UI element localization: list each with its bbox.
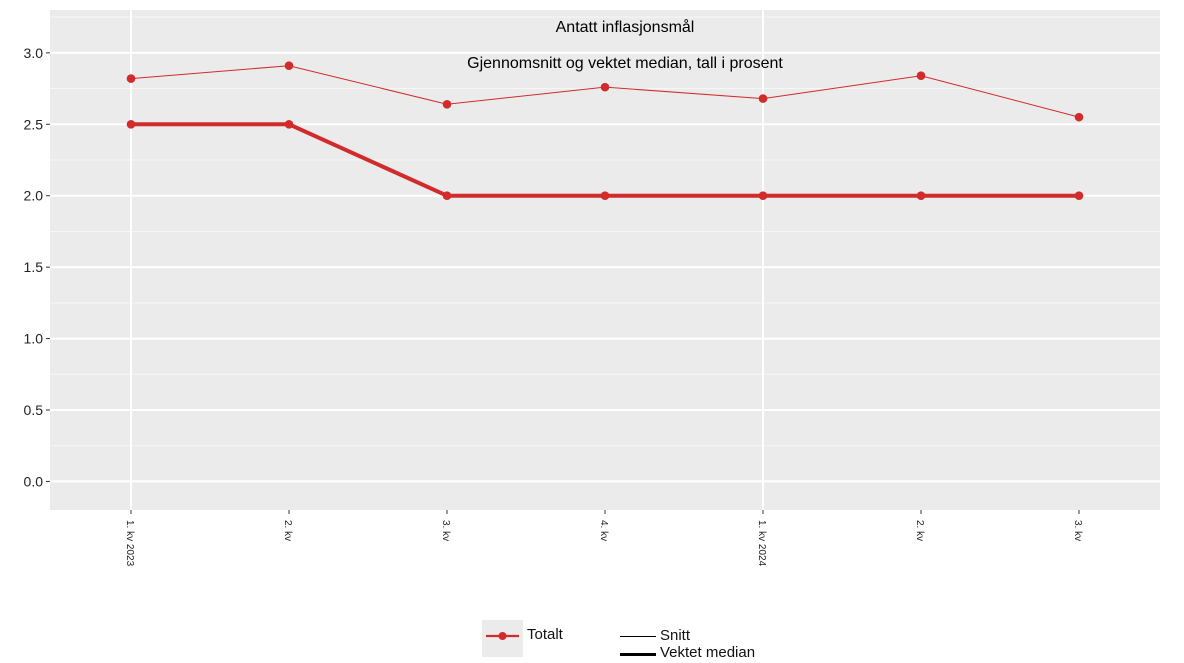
chart-subtitle: Gjennomsnitt og vektet median, tall i pr… [467, 55, 783, 72]
chart-title: Antatt inflasjonsmål [556, 18, 695, 36]
x-tick-label: 2. kv [914, 520, 925, 541]
y-tick-label: 2.0 [24, 188, 44, 204]
data-point-vektet-median [1074, 191, 1084, 201]
x-tick-label: 3. kv [1072, 520, 1083, 541]
y-axis: 0.0 0.5 1.0 1.5 2.0 2.5 3.0 [24, 45, 50, 489]
legend-line-snitt [620, 636, 656, 637]
data-point-vektet-median [916, 191, 926, 201]
y-tick-label: 3.0 [24, 45, 44, 61]
data-point-snitt [916, 71, 926, 81]
x-axis: 1. kv 2023 2. kv 3. kv 4. kv 1. kv 2024 2. kv… [124, 510, 1083, 567]
y-tick-label: 0.5 [24, 402, 44, 418]
data-point-vektet-median [442, 191, 452, 201]
grid-major [50, 10, 1160, 510]
legend-label-vektet-median: Vektet median [660, 644, 756, 661]
y-tick-label: 1.0 [24, 331, 44, 347]
data-point-snitt [1074, 112, 1084, 122]
data-point-snitt [284, 61, 294, 71]
data-point-vektet-median [126, 119, 136, 129]
y-tick-label: 2.5 [24, 116, 44, 132]
y-tick-label: 1.5 [24, 259, 44, 275]
series-layer [126, 61, 1084, 201]
legend: Totalt Snitt Vektet median [0, 620, 1184, 663]
legend-key-symbol [486, 632, 519, 640]
plot-panel [50, 10, 1160, 510]
data-point-vektet-median [600, 191, 610, 201]
data-point-snitt [600, 82, 610, 92]
data-point-vektet-median [758, 191, 768, 201]
x-tick-label: 1. kv 2024 [756, 520, 767, 567]
data-point-snitt [126, 74, 136, 83]
x-tick-label: 3. kv [440, 520, 451, 541]
data-point-snitt [758, 94, 768, 103]
legend-line-vektet-median [620, 653, 656, 656]
legend-label-totalt: Totalt [527, 626, 563, 643]
legend-label-snitt: Snitt [660, 627, 691, 644]
y-tick-label: 0.0 [24, 473, 44, 489]
chart: 0.0 0.5 1.0 1.5 2.0 2.5 3.0 1. kv 2023 2. kv 3. … [24, 10, 1160, 567]
data-point-vektet-median [284, 119, 294, 129]
x-tick-label: 4. kv [598, 520, 609, 541]
data-point-snitt [442, 99, 452, 109]
x-tick-label: 1. kv 2023 [124, 520, 135, 567]
legend-key-totalt [482, 620, 523, 657]
x-tick-label: 2. kv [282, 520, 293, 541]
